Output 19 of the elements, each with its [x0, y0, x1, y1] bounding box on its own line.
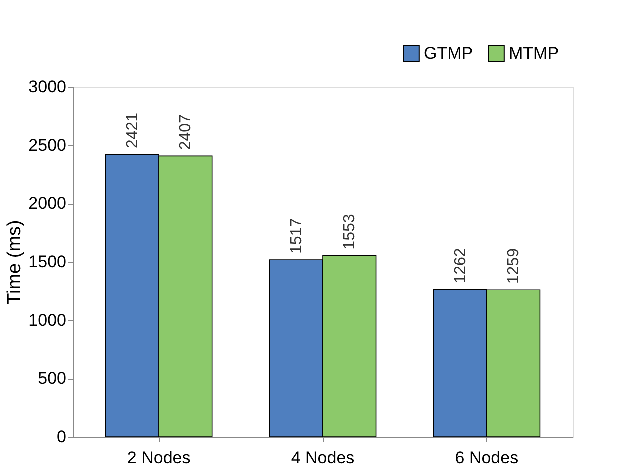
y-axis-title: Time (ms)	[4, 220, 26, 305]
y-tick-label: 0	[57, 428, 66, 446]
data-label: 1259	[506, 248, 523, 284]
data-label: 1517	[288, 218, 306, 254]
y-tick-label: 1500	[28, 252, 66, 272]
y-tick-label: 3000	[28, 78, 66, 96]
x-tick-label: 4 Nodes	[291, 448, 355, 468]
data-label: 1262	[452, 248, 470, 284]
legend-label: MTMP	[509, 44, 560, 63]
y-tick-label: 2500	[28, 136, 66, 155]
data-label: 2407	[178, 114, 195, 150]
x-tick-label: 2 Nodes	[127, 448, 191, 468]
y-tick-label: 500	[38, 369, 66, 388]
x-tick-label: 6 Nodes	[455, 448, 519, 468]
y-tick-label: 2000	[28, 194, 66, 214]
data-label: 2421	[124, 112, 142, 149]
data-label: 1553	[342, 214, 359, 250]
legend-label: GTMP	[424, 44, 474, 63]
y-tick-label: 1000	[28, 310, 66, 330]
